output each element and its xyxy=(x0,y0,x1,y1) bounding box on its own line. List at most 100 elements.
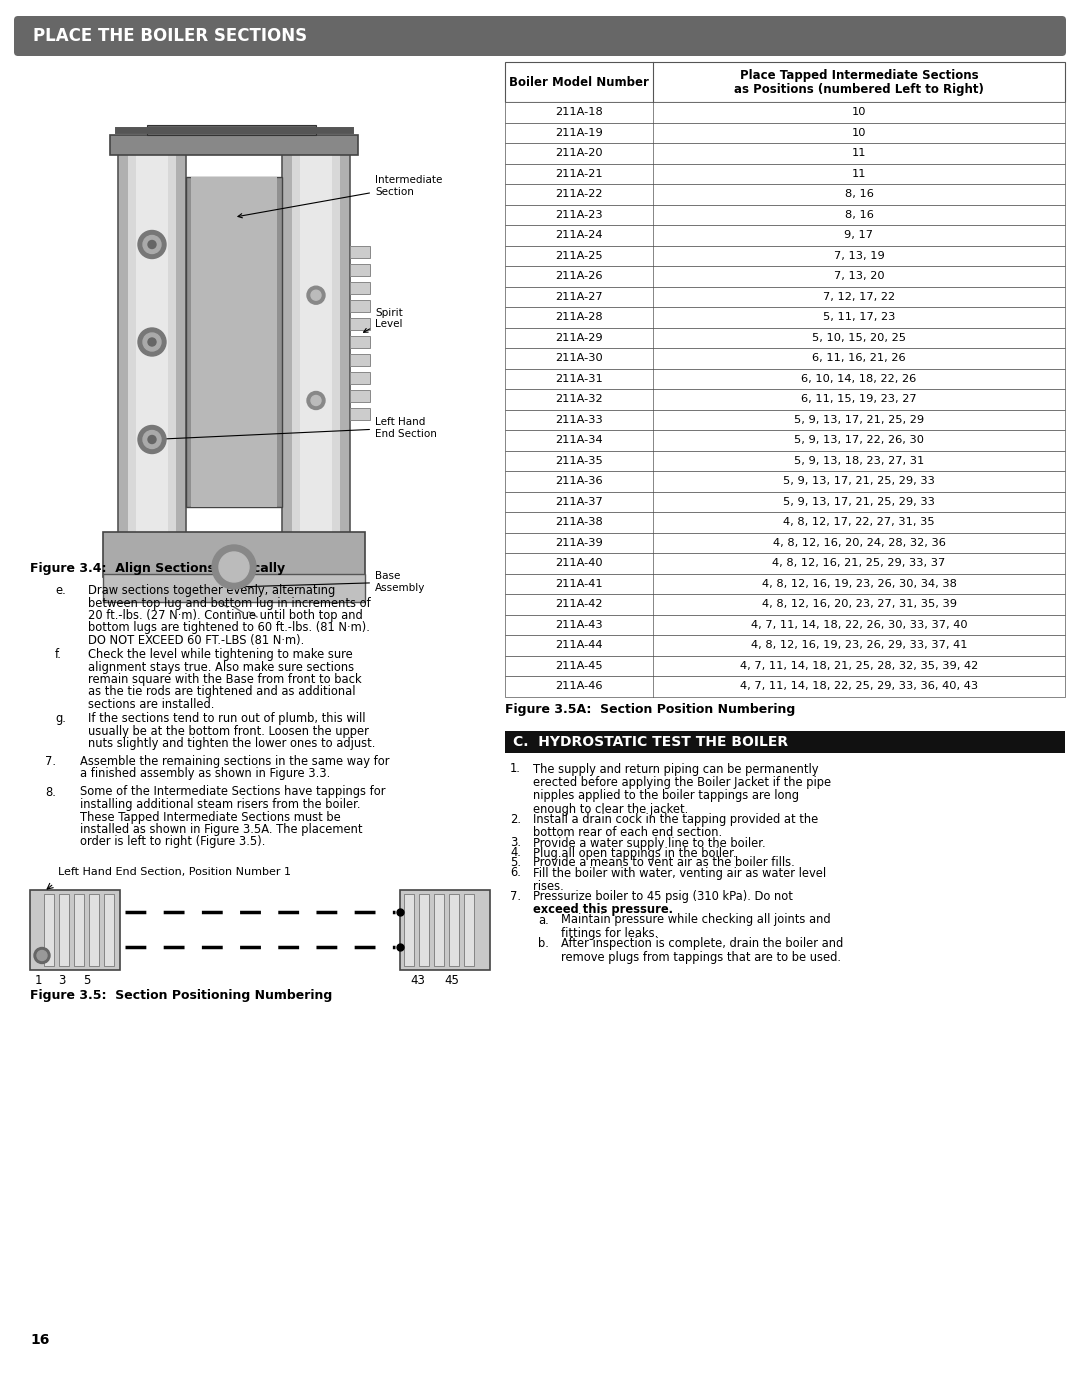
Text: alignment stays true. Also make sure sections: alignment stays true. Also make sure sec… xyxy=(87,661,354,673)
Bar xyxy=(118,147,186,536)
Text: 211A-42: 211A-42 xyxy=(555,599,603,609)
Text: Left Hand End Section, Position Number 1: Left Hand End Section, Position Number 1 xyxy=(58,868,291,877)
Bar xyxy=(505,265,1065,286)
Bar xyxy=(505,553,1065,574)
Text: 4, 8, 12, 17, 22, 27, 31, 35: 4, 8, 12, 17, 22, 27, 31, 35 xyxy=(783,517,935,527)
Text: Intermediate
Section: Intermediate Section xyxy=(238,175,443,218)
Bar xyxy=(505,184,1065,204)
Text: 6.: 6. xyxy=(510,866,521,880)
Bar xyxy=(419,894,429,965)
Text: usually be at the bottom front. Loosen the upper: usually be at the bottom front. Loosen t… xyxy=(87,725,369,738)
Text: 11: 11 xyxy=(852,148,866,158)
Text: PLACE THE BOILER SECTIONS: PLACE THE BOILER SECTIONS xyxy=(33,27,307,45)
Text: 10: 10 xyxy=(852,127,866,138)
Bar xyxy=(186,177,282,507)
Text: 5, 9, 13, 17, 21, 25, 29, 33: 5, 9, 13, 17, 21, 25, 29, 33 xyxy=(783,497,935,507)
Text: 4, 8, 12, 16, 19, 23, 26, 29, 33, 37, 41: 4, 8, 12, 16, 19, 23, 26, 29, 33, 37, 41 xyxy=(751,640,968,650)
Text: If the sections tend to run out of plumb, this will: If the sections tend to run out of plumb… xyxy=(87,712,365,725)
Bar xyxy=(129,147,176,536)
Text: Pressurize boiler to 45 psig (310 kPa). Do not: Pressurize boiler to 45 psig (310 kPa). … xyxy=(534,890,793,902)
Text: 211A-43: 211A-43 xyxy=(555,620,603,630)
Text: erected before applying the Boiler Jacket if the pipe: erected before applying the Boiler Jacke… xyxy=(534,775,832,789)
Bar xyxy=(505,369,1065,388)
Bar xyxy=(505,327,1065,348)
Text: 211A-20: 211A-20 xyxy=(555,148,603,158)
Text: 5.: 5. xyxy=(510,856,521,869)
Text: b.: b. xyxy=(538,937,549,950)
Bar xyxy=(505,409,1065,430)
Bar xyxy=(350,264,370,277)
Bar xyxy=(505,731,1065,753)
Text: 211A-31: 211A-31 xyxy=(555,374,603,384)
Text: 7, 13, 19: 7, 13, 19 xyxy=(834,250,885,261)
Circle shape xyxy=(37,950,48,961)
Text: 8, 16: 8, 16 xyxy=(845,210,874,219)
Bar xyxy=(350,282,370,293)
Circle shape xyxy=(307,391,325,409)
Text: 211A-39: 211A-39 xyxy=(555,538,603,548)
Bar xyxy=(505,102,1065,123)
Text: 211A-35: 211A-35 xyxy=(555,455,603,465)
Text: 211A-38: 211A-38 xyxy=(555,517,603,527)
Bar xyxy=(44,894,54,965)
Text: Provide a means to vent air as the boiler fills.: Provide a means to vent air as the boile… xyxy=(534,856,795,869)
Text: 211A-24: 211A-24 xyxy=(555,231,603,240)
Text: 211A-21: 211A-21 xyxy=(555,169,603,179)
Text: 4, 8, 12, 16, 21, 25, 29, 33, 37: 4, 8, 12, 16, 21, 25, 29, 33, 37 xyxy=(772,559,946,569)
Text: Figure 3.5:  Section Positioning Numbering: Figure 3.5: Section Positioning Numberin… xyxy=(30,989,333,1002)
Text: 211A-44: 211A-44 xyxy=(555,640,603,650)
Bar xyxy=(505,123,1065,142)
Circle shape xyxy=(311,395,321,405)
Bar xyxy=(282,147,350,536)
Text: 10: 10 xyxy=(852,108,866,117)
Text: 3: 3 xyxy=(58,975,66,988)
Circle shape xyxy=(148,338,156,346)
Text: a.: a. xyxy=(538,914,549,926)
Bar xyxy=(89,894,99,965)
Bar xyxy=(350,372,370,384)
Bar xyxy=(505,532,1065,553)
Text: 9, 17: 9, 17 xyxy=(845,231,874,240)
Bar xyxy=(505,348,1065,369)
Circle shape xyxy=(148,240,156,249)
Text: Spirit
Level: Spirit Level xyxy=(364,307,403,332)
Text: Fill the boiler with water, venting air as water level: Fill the boiler with water, venting air … xyxy=(534,866,826,880)
Text: 4.: 4. xyxy=(510,847,521,859)
Circle shape xyxy=(311,291,321,300)
Circle shape xyxy=(33,947,50,964)
Text: g.: g. xyxy=(55,712,66,725)
Bar xyxy=(505,307,1065,327)
Text: 20 ft.-lbs. (27 N·m). Continue until both top and: 20 ft.-lbs. (27 N·m). Continue until bot… xyxy=(87,609,363,622)
Text: DO NOT EXCEED 60 FT.-LBS (81 N·m).: DO NOT EXCEED 60 FT.-LBS (81 N·m). xyxy=(87,634,305,647)
Text: 211A-25: 211A-25 xyxy=(555,250,603,261)
Text: Maintain pressure while checking all joints and: Maintain pressure while checking all joi… xyxy=(561,914,831,926)
Bar xyxy=(350,246,370,258)
Bar xyxy=(464,894,474,965)
Bar xyxy=(449,894,459,965)
Circle shape xyxy=(138,426,166,454)
Text: e.: e. xyxy=(55,584,66,597)
Text: Provide a water supply line to the boiler.: Provide a water supply line to the boile… xyxy=(534,837,766,849)
Text: Boiler Model Number: Boiler Model Number xyxy=(509,75,649,88)
Bar xyxy=(350,390,370,402)
Text: 211A-45: 211A-45 xyxy=(555,661,603,671)
Text: 4, 8, 12, 16, 20, 23, 27, 31, 35, 39: 4, 8, 12, 16, 20, 23, 27, 31, 35, 39 xyxy=(761,599,957,609)
Bar xyxy=(103,574,365,602)
Bar xyxy=(505,246,1065,265)
Text: 5, 9, 13, 17, 21, 25, 29: 5, 9, 13, 17, 21, 25, 29 xyxy=(794,415,924,425)
Text: remove plugs from tappings that are to be used.: remove plugs from tappings that are to b… xyxy=(561,950,841,964)
Bar xyxy=(505,511,1065,532)
Bar xyxy=(434,894,444,965)
Text: Some of the Intermediate Sections have tappings for: Some of the Intermediate Sections have t… xyxy=(80,785,386,799)
Text: 6, 11, 15, 19, 23, 27: 6, 11, 15, 19, 23, 27 xyxy=(801,394,917,404)
Text: 16: 16 xyxy=(30,1333,50,1347)
Text: as the tie rods are tightened and as additional: as the tie rods are tightened and as add… xyxy=(87,686,355,698)
Text: 11: 11 xyxy=(852,169,866,179)
Text: 211A-23: 211A-23 xyxy=(555,210,603,219)
Text: Base
Assembly: Base Assembly xyxy=(238,571,426,592)
Bar xyxy=(30,890,120,970)
Text: 5, 11, 17, 23: 5, 11, 17, 23 xyxy=(823,313,895,323)
Bar xyxy=(505,450,1065,471)
Bar xyxy=(505,594,1065,615)
Bar xyxy=(404,894,414,965)
